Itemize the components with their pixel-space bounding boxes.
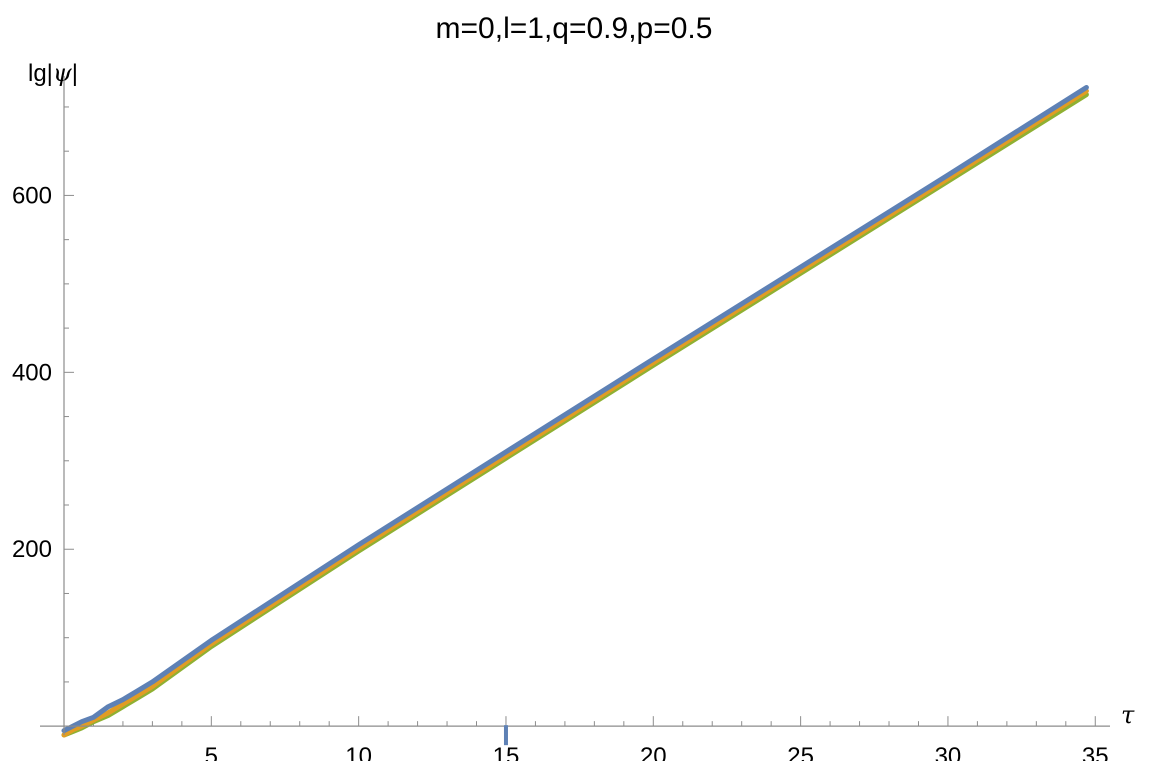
y-axis-title: lg|ψ| xyxy=(28,59,78,87)
x-tick-highlight-marker xyxy=(503,725,508,746)
x-tick-label: 5 xyxy=(205,743,218,761)
major-ticks xyxy=(64,194,1096,727)
x-tick-label: 10 xyxy=(345,743,372,761)
x-axis-title: τ xyxy=(1121,701,1135,729)
series-lines xyxy=(61,85,1089,738)
chart-title: m=0,l=1,q=0.9,p=0.5 xyxy=(436,12,713,45)
tick-labels: 5 10 15 20 25 30 35 200 400 600 xyxy=(12,182,1109,761)
minor-ticks xyxy=(64,106,1067,727)
series-line-2 xyxy=(61,88,1089,738)
x-tick-label: 20 xyxy=(640,743,667,761)
y-tick-label: 200 xyxy=(12,536,52,563)
series-line-1 xyxy=(61,85,1089,734)
x-tick-label: 15 xyxy=(493,743,520,761)
y-tick-label: 400 xyxy=(12,359,52,386)
x-tick-label: 30 xyxy=(935,743,962,761)
x-tick-label: 25 xyxy=(787,743,814,761)
x-tick-label: 35 xyxy=(1082,743,1109,761)
y-tick-label: 600 xyxy=(12,182,52,209)
